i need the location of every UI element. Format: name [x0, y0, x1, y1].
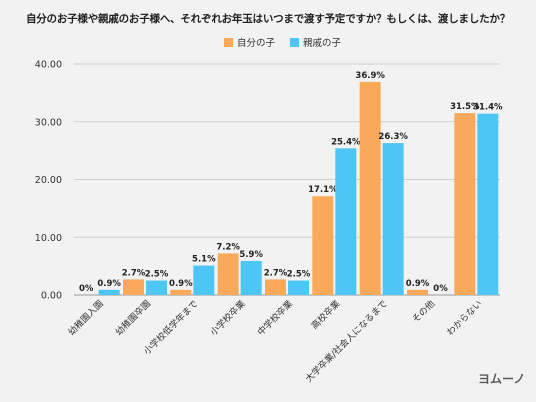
bar [170, 289, 192, 295]
legend-label: 自分の子 [237, 37, 276, 49]
y-tick-label: 0.00 [41, 291, 62, 302]
chart-title: 自分のお子様や親戚のお子様へ、それぞれお年玉はいつまで渡す予定ですか？もしくは、… [25, 13, 511, 25]
data-label: 0% [433, 284, 448, 294]
bar [146, 280, 167, 295]
bar [454, 113, 476, 296]
y-tick-label: 30.00 [35, 117, 62, 128]
bar [335, 148, 357, 295]
data-label: 17.1% [308, 185, 338, 195]
bar [312, 196, 334, 295]
bar [359, 81, 381, 295]
legend-swatch [290, 38, 299, 47]
legend-swatch [224, 38, 233, 47]
bar [288, 280, 309, 295]
bar [193, 265, 215, 295]
data-label: 2.7% [122, 268, 146, 278]
data-label: 31.4% [473, 103, 503, 113]
data-label: 5.9% [239, 250, 263, 260]
data-label: 7.2% [216, 242, 240, 252]
x-tick-label: 大学卒業/社会人になるまで [303, 298, 390, 385]
data-label: 25.4% [331, 137, 361, 147]
x-tick-label: その他 [410, 298, 438, 326]
y-tick-label: 10.00 [35, 233, 62, 244]
y-tick-label: 20.00 [35, 175, 62, 186]
x-tick-label: 中学校卒業 [255, 298, 295, 338]
brand-logo: ヨムーノ [478, 372, 526, 386]
bar [98, 289, 120, 295]
bar [123, 279, 144, 295]
data-label: 0% [79, 284, 94, 294]
bar [407, 289, 428, 295]
bar [477, 113, 499, 295]
bar [265, 279, 286, 295]
legend-label: 親戚の子 [303, 37, 342, 49]
data-label: 0.9% [406, 279, 430, 289]
x-tick-label: 幼稚園入園 [65, 298, 105, 338]
data-label: 2.5% [145, 270, 169, 280]
data-label: 0.9% [97, 279, 121, 289]
x-tick-label: わからない [445, 298, 485, 338]
data-label: 5.1% [192, 255, 216, 265]
data-label: 26.3% [378, 132, 408, 142]
data-label: 31.5% [450, 102, 480, 112]
bar [240, 260, 262, 295]
x-tick-label: 高校卒業 [309, 298, 343, 332]
x-tick-label: 幼稚園卒園 [113, 298, 153, 338]
bar [217, 253, 239, 295]
bar [382, 143, 404, 295]
x-tick-label: 小学校卒業 [207, 298, 247, 338]
data-label: 36.9% [355, 71, 385, 81]
data-label: 2.5% [287, 270, 311, 280]
data-label: 2.7% [264, 268, 288, 278]
data-label: 0.9% [169, 279, 193, 289]
y-tick-label: 40.00 [35, 60, 62, 71]
